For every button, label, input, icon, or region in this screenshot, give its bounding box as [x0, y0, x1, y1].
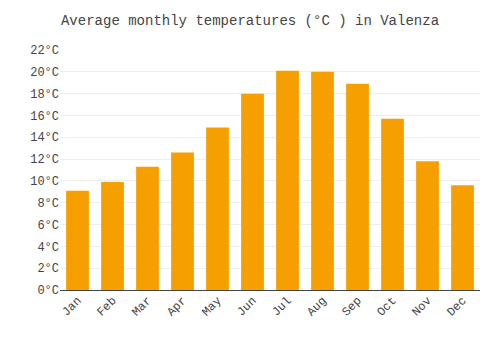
- svg-text:May: May: [199, 294, 224, 319]
- svg-text:Average monthly temperatures (: Average monthly temperatures (°C ) in Va…: [61, 13, 439, 29]
- svg-text:Mar: Mar: [129, 294, 154, 319]
- svg-text:20°C: 20°C: [30, 66, 59, 80]
- svg-text:12°C: 12°C: [30, 153, 59, 167]
- svg-text:0°C: 0°C: [37, 284, 59, 298]
- svg-text:2°C: 2°C: [37, 262, 59, 276]
- svg-text:Jun: Jun: [234, 294, 259, 319]
- svg-text:Dec: Dec: [444, 294, 469, 319]
- svg-text:4°C: 4°C: [37, 241, 59, 255]
- svg-text:6°C: 6°C: [37, 219, 59, 233]
- svg-text:Feb: Feb: [94, 294, 119, 319]
- svg-text:8°C: 8°C: [37, 197, 59, 211]
- svg-text:18°C: 18°C: [30, 88, 59, 102]
- svg-text:Sep: Sep: [339, 294, 364, 319]
- svg-text:Oct: Oct: [374, 294, 399, 319]
- svg-text:22°C: 22°C: [30, 44, 59, 58]
- svg-text:Jan: Jan: [59, 294, 84, 319]
- svg-text:10°C: 10°C: [30, 175, 59, 189]
- svg-text:Aug: Aug: [304, 294, 329, 319]
- svg-text:14°C: 14°C: [30, 131, 59, 145]
- svg-text:Nov: Nov: [409, 294, 434, 319]
- svg-text:Jul: Jul: [269, 294, 294, 319]
- svg-text:16°C: 16°C: [30, 110, 59, 124]
- svg-text:Apr: Apr: [164, 294, 189, 319]
